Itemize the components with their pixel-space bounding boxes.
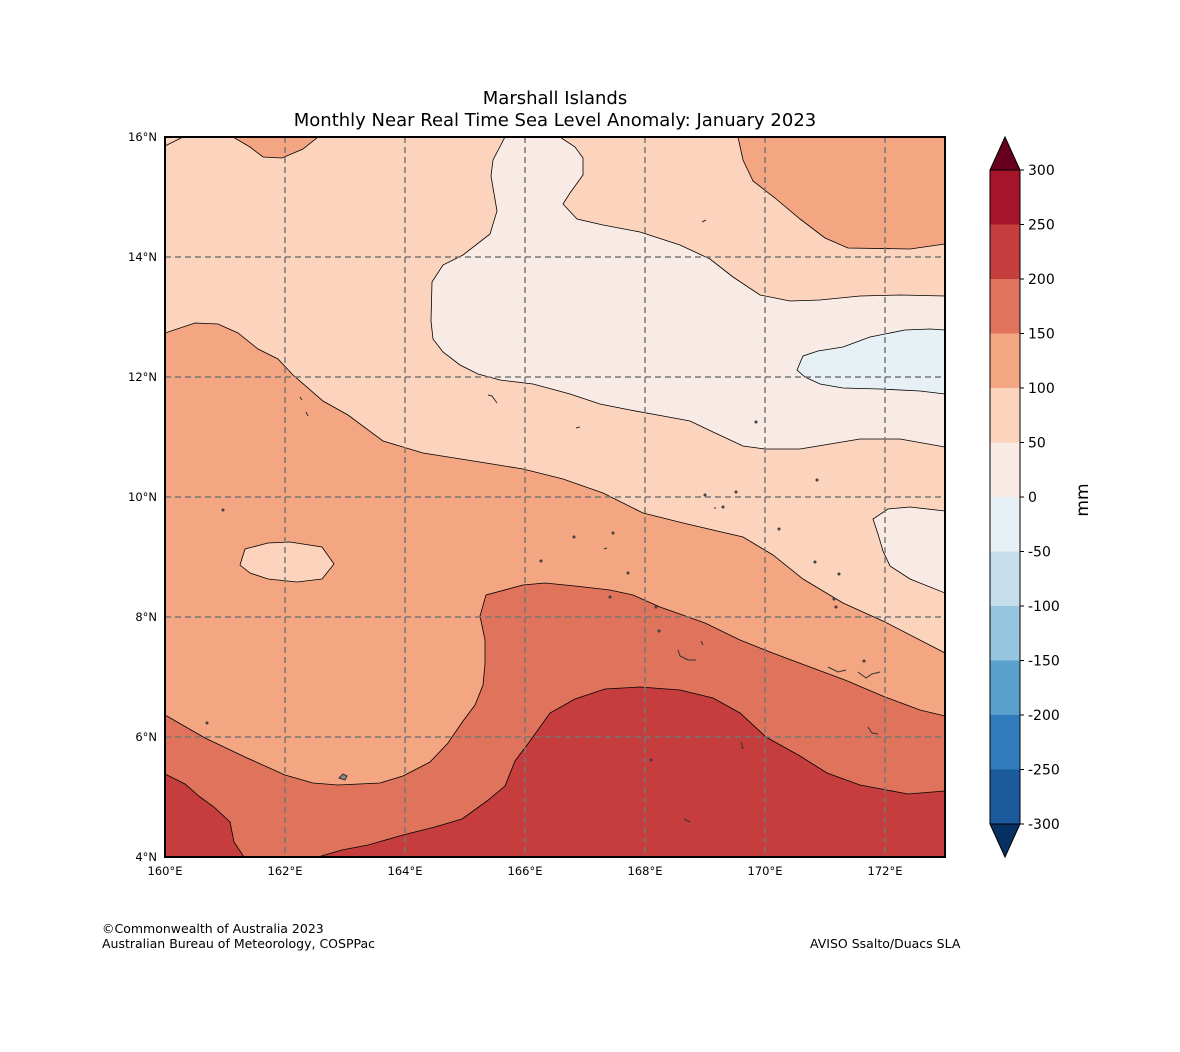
contour-fill-200-250	[317, 686, 945, 857]
lon-tick-label: 170°E	[748, 864, 783, 878]
atoll-mark	[701, 219, 707, 223]
atoll-dot	[649, 758, 653, 762]
lat-tick-label: 4°N	[135, 850, 157, 864]
atoll-dot	[832, 597, 836, 601]
lon-tick-label: 166°E	[508, 864, 543, 878]
atoll-dot	[813, 560, 817, 564]
atoll-dot	[205, 721, 209, 725]
colorbar-extend-top	[989, 135, 1021, 171]
atoll-dot	[815, 478, 819, 482]
colorbar-tick-label: 300	[1028, 163, 1055, 179]
atoll-mark	[487, 394, 498, 404]
colorbar-tick-label: -150	[1028, 654, 1060, 670]
contour-fill-200-250-corner	[165, 773, 245, 857]
atoll-dot	[608, 595, 612, 599]
lon-tick-label: 164°E	[388, 864, 423, 878]
atoll-mark	[683, 818, 691, 823]
lon-tick-label: 160°E	[148, 864, 183, 878]
colorbar-tick-label: 250	[1028, 218, 1055, 234]
colorbar-segment	[990, 660, 1020, 716]
lat-tick-label: 14°N	[128, 250, 157, 264]
data-source-text: AVISO Ssalto/Duacs SLA	[810, 936, 961, 951]
lat-tick-label: 8°N	[135, 610, 157, 624]
atoll-dot	[754, 420, 758, 424]
axis-tick-labels: 160°E 162°E 164°E 166°E 168°E 170°E 172°E 4°N 6°…	[128, 130, 902, 878]
colorbar: 300 250 200 150 100 50 0 -50 -100 -150 -200 -250 -30…	[989, 135, 1060, 859]
copyright-text: ©Commonwealth of Australia 2023	[102, 921, 324, 936]
atoll-outlines	[205, 219, 881, 823]
atoll-dot	[654, 605, 658, 609]
colorbar-tick-label: -200	[1028, 708, 1060, 724]
colorbar-tick-label: 50	[1028, 436, 1046, 452]
colorbar-segment	[990, 497, 1020, 552]
atoll-dot	[572, 535, 576, 539]
lon-tick-label: 172°E	[868, 864, 903, 878]
agency-text: Australian Bureau of Meteorology, COSPPa…	[102, 936, 375, 951]
colorbar-segment	[990, 442, 1020, 498]
colorbar-segment	[990, 769, 1020, 825]
colorbar-segment	[990, 551, 1020, 607]
colorbar-unit-label: mm	[1073, 483, 1093, 516]
contour-fill-50-100-island	[239, 541, 335, 583]
contour-fill-0-50-east	[872, 506, 945, 594]
atoll-dot	[834, 605, 838, 609]
atoll-dot	[703, 493, 707, 497]
lat-tick-label: 12°N	[128, 370, 157, 384]
contour-line-nw	[165, 137, 184, 147]
lat-tick-label: 6°N	[135, 730, 157, 744]
colorbar-segment	[990, 170, 1020, 225]
atoll-dot	[777, 527, 781, 531]
footer-credits: ©Commonwealth of Australia 2023 Australi…	[102, 921, 375, 951]
atoll-mark	[305, 411, 309, 417]
atoll-mark	[700, 640, 704, 646]
atoll-dot	[721, 505, 725, 509]
atoll-mark	[857, 671, 881, 679]
colorbar-segment	[990, 388, 1020, 443]
contour-fill-100-150-notch	[232, 137, 319, 159]
lat-tick-label: 10°N	[128, 490, 157, 504]
atoll-dot	[626, 571, 630, 575]
colorbar-tick-label: 0	[1028, 490, 1037, 506]
contour-fill-100-150-ne	[737, 137, 945, 250]
atoll-mark	[740, 741, 744, 749]
colorbar-tick-label: -100	[1028, 599, 1060, 615]
colorbar-extend-bottom	[989, 823, 1021, 859]
colorbar-tick-label: -50	[1028, 545, 1051, 561]
atoll-mark	[299, 396, 303, 401]
atoll-dot	[611, 531, 615, 535]
atoll-mark	[338, 773, 348, 781]
atoll-mark	[827, 666, 847, 673]
atoll-dot	[734, 490, 738, 494]
atoll-dot	[539, 559, 543, 563]
map-frame	[164, 136, 946, 858]
graticule	[165, 137, 945, 857]
atoll-dot	[862, 659, 866, 663]
colorbar-tick-label: 200	[1028, 272, 1055, 288]
atoll-mark	[575, 426, 581, 429]
atoll-dot	[221, 508, 225, 512]
lon-tick-label: 162°E	[268, 864, 303, 878]
map-title-description: Monthly Near Real Time Sea Level Anomaly…	[293, 110, 817, 131]
map-title-region: Marshall Islands	[482, 88, 628, 109]
atoll-dot	[657, 629, 661, 633]
colorbar-segment	[990, 224, 1020, 280]
colorbar-tick-label: -300	[1028, 817, 1060, 833]
colorbar-segment	[990, 606, 1020, 661]
colorbar-segment	[990, 715, 1020, 770]
colorbar-tick-label: 150	[1028, 327, 1055, 343]
atoll-dot	[837, 572, 841, 576]
atoll-mark	[677, 649, 696, 661]
lon-tick-label: 168°E	[628, 864, 663, 878]
colorbar-tick-label: 100	[1028, 381, 1055, 397]
colorbar-segment	[990, 279, 1020, 334]
colorbar-tick-label: -250	[1028, 763, 1060, 779]
colorbar-segment	[990, 333, 1020, 389]
atoll-mark	[867, 726, 879, 735]
lat-tick-label: 16°N	[128, 130, 157, 144]
atoll-mark	[603, 547, 608, 550]
